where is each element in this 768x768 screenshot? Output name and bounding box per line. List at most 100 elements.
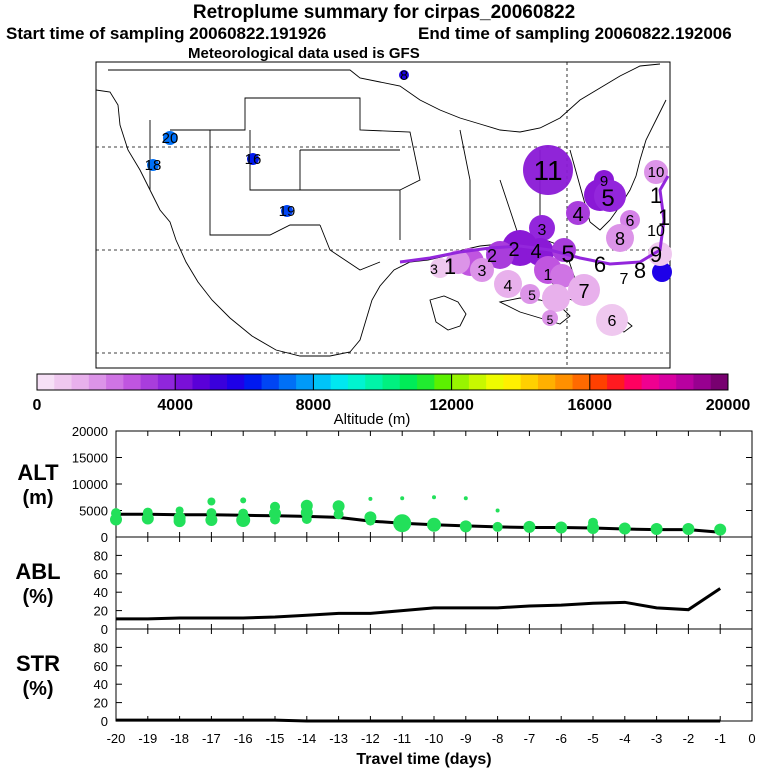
plume-circle: [566, 201, 590, 225]
colorbar-swatch: [503, 374, 522, 390]
alt-point: [587, 521, 599, 534]
x-tick-label: -13: [329, 731, 348, 746]
abl-line: [116, 587, 722, 621]
y-tick-label: 20000: [72, 424, 108, 439]
y-tick-label: 40: [94, 677, 108, 692]
day-label: 3: [478, 263, 487, 280]
colorbar-swatch: [192, 374, 211, 390]
day-label: 4: [572, 204, 583, 226]
colorbar-swatch: [157, 374, 176, 390]
day-label: 3: [430, 261, 438, 277]
day-label: 5: [601, 185, 614, 212]
x-tick-label: -20: [107, 731, 126, 746]
day-label: 4: [530, 241, 541, 263]
colorbar-swatch: [607, 374, 625, 390]
plume-circle: [529, 215, 555, 241]
x-tick-label: -14: [297, 731, 316, 746]
plume-circle: [399, 70, 409, 80]
plume-circle: [446, 250, 470, 274]
colorbar-swatch: [278, 374, 297, 390]
x-tick-label: 0: [748, 731, 755, 746]
day-label: 5: [547, 313, 554, 327]
alt-point: [650, 523, 663, 536]
colorbar-swatch: [244, 374, 263, 390]
colorbar-swatch: [313, 374, 332, 390]
alt-point: [368, 496, 373, 501]
colorbar-swatch: [451, 374, 470, 390]
x-tick-label: -6: [555, 731, 567, 746]
y-tick-label: 60: [94, 659, 108, 674]
panel-abl: 0 20 40 60 80 ABL(%): [15, 536, 753, 637]
colorbar-swatch: [641, 374, 660, 390]
y-tick-label: 0: [101, 530, 108, 545]
alt-point: [270, 514, 280, 525]
y-tick-label: 5000: [79, 504, 108, 519]
day-label: 11: [533, 155, 562, 186]
day-label: 7: [578, 281, 589, 303]
colorbar-swatch: [123, 374, 142, 390]
day-label: 1: [444, 254, 456, 279]
alt-point: [618, 522, 631, 535]
end-time: End time of sampling 20060822.192006: [418, 24, 732, 43]
alt-point: [400, 496, 405, 501]
plume-circle: [494, 270, 522, 298]
day-label: 8: [615, 229, 625, 249]
day-label: 5: [561, 241, 574, 268]
y-tick-label: 0: [101, 622, 108, 637]
day-label: 2: [508, 239, 519, 261]
colorbar-tick-label: 16000: [568, 397, 613, 414]
alt-point: [523, 520, 536, 533]
day-label: 10: [647, 223, 665, 240]
colorbar-swatch: [486, 374, 504, 390]
panel-ylabel-unit: (m): [22, 487, 53, 509]
colorbar-tick-label: 0: [33, 397, 42, 414]
y-tick-label: 15000: [72, 451, 108, 466]
plume-circle: [542, 310, 558, 326]
x-tick-label: -4: [619, 731, 631, 746]
panel-ylabel: STR: [16, 651, 60, 676]
alt-point: [301, 513, 312, 524]
day-label: 6: [594, 252, 606, 277]
colorbar-swatch: [589, 374, 608, 390]
day-label: 6: [626, 213, 635, 230]
map-day-labels: 8 20 18 16 19 11 10 9 5 4 6 3 1 8 2 1 3 …: [145, 67, 670, 330]
altitude-colorbar: 0 4000 8000 12000 16000 20000 Altitude (m): [33, 373, 750, 428]
time-series-panels: 05000100001500020000ALT(m)020406080ABL(%…: [15, 424, 755, 768]
plume-circle: [163, 131, 177, 145]
plume-circle: [644, 160, 668, 184]
x-tick-label: -3: [651, 731, 663, 746]
x-tick-label: -15: [266, 731, 285, 746]
met-note: Meteorological data used is GFS: [188, 45, 420, 62]
x-tick-label: -1: [714, 731, 726, 746]
alt-point: [141, 512, 154, 525]
panel-ylabel: ABL: [15, 559, 60, 584]
colorbar-swatch: [434, 374, 453, 390]
plume-circle: [568, 274, 600, 306]
alt-point: [205, 514, 218, 527]
x-tick-label: -2: [683, 731, 695, 746]
y-tick-label: 60: [94, 567, 108, 582]
alt-point: [333, 509, 344, 520]
colorbar-swatch: [37, 374, 55, 390]
colorbar-swatch: [572, 374, 591, 390]
colorbar-swatch: [555, 374, 574, 390]
plume-circle: [550, 264, 574, 288]
colorbar-swatch: [399, 374, 418, 390]
colorbar-swatch: [209, 374, 228, 390]
alt-point: [236, 513, 251, 528]
panel-ylabel-unit: (%): [22, 586, 53, 608]
x-axis-label: Travel time (days): [356, 751, 491, 768]
day-label: 19: [279, 203, 296, 220]
panel-alt: 0 5000 10000 15000 20000 ALT(m): [17, 424, 753, 545]
y-tick-label: 20: [94, 604, 108, 619]
day-label: 10: [648, 164, 665, 181]
x-tick-label: -17: [202, 731, 221, 746]
x-tick-label: -8: [492, 731, 504, 746]
colorbar-swatch: [520, 374, 539, 390]
x-tick-label: -11: [393, 731, 411, 746]
plume-circle: [281, 205, 293, 217]
colorbar-swatch: [676, 374, 694, 390]
alt-point: [432, 495, 436, 500]
alt-point: [555, 521, 568, 534]
start-time: Start time of sampling 20060822.191926: [6, 24, 327, 43]
